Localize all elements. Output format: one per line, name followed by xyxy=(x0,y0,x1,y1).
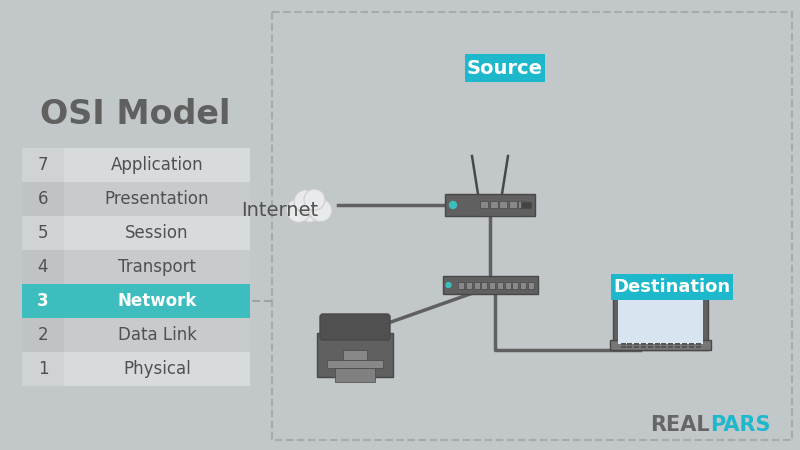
Bar xyxy=(648,346,653,348)
Bar xyxy=(675,343,680,345)
Bar xyxy=(480,201,488,208)
Bar xyxy=(64,318,250,352)
Bar xyxy=(490,201,498,208)
Bar xyxy=(22,250,64,284)
Text: 5: 5 xyxy=(38,224,48,242)
Circle shape xyxy=(450,202,457,208)
Text: Transport: Transport xyxy=(118,258,196,276)
Bar xyxy=(327,360,383,368)
Bar xyxy=(64,352,250,386)
Bar xyxy=(458,282,464,288)
Bar xyxy=(22,318,64,352)
Bar xyxy=(520,282,526,288)
Text: 3: 3 xyxy=(37,292,49,310)
Bar xyxy=(662,343,666,345)
Text: REAL: REAL xyxy=(650,415,710,435)
Bar xyxy=(648,343,653,345)
Bar xyxy=(22,148,64,182)
Circle shape xyxy=(446,283,451,288)
Text: Network: Network xyxy=(118,292,197,310)
Bar xyxy=(682,343,687,345)
Bar xyxy=(641,343,646,345)
Bar xyxy=(272,12,792,440)
Bar xyxy=(445,194,535,216)
Bar xyxy=(497,282,503,288)
Bar xyxy=(654,343,659,345)
Bar xyxy=(627,346,632,348)
Bar xyxy=(668,343,674,345)
Bar xyxy=(482,282,487,288)
Bar xyxy=(513,282,518,288)
Text: Application: Application xyxy=(110,156,203,174)
Bar xyxy=(499,201,507,208)
Bar xyxy=(528,282,534,288)
Bar xyxy=(689,346,694,348)
Bar xyxy=(621,343,626,345)
Bar xyxy=(22,352,64,386)
Bar xyxy=(442,276,538,294)
Bar xyxy=(343,350,367,360)
Text: PARS: PARS xyxy=(710,415,770,435)
Text: Internet: Internet xyxy=(241,201,318,220)
Bar xyxy=(689,343,694,345)
Bar xyxy=(64,284,250,318)
Text: 2: 2 xyxy=(38,326,48,344)
Bar xyxy=(518,201,526,208)
Bar xyxy=(489,282,495,288)
Bar xyxy=(695,343,701,345)
Bar xyxy=(465,54,546,82)
Bar xyxy=(64,182,250,216)
Text: 7: 7 xyxy=(38,156,48,174)
Bar xyxy=(610,274,734,301)
Bar xyxy=(641,346,646,348)
Bar xyxy=(64,250,250,284)
Bar xyxy=(668,346,674,348)
Text: OSI Model: OSI Model xyxy=(40,99,230,131)
Text: 4: 4 xyxy=(38,258,48,276)
Bar xyxy=(521,202,531,208)
Text: 1: 1 xyxy=(38,360,48,378)
Bar xyxy=(618,292,702,344)
Bar xyxy=(695,346,701,348)
Bar xyxy=(621,346,626,348)
Bar xyxy=(505,282,510,288)
Text: Data Link: Data Link xyxy=(118,326,197,344)
Text: Destination: Destination xyxy=(614,278,730,296)
Bar xyxy=(466,282,472,288)
Bar xyxy=(613,288,707,350)
Bar xyxy=(682,346,687,348)
Bar xyxy=(634,346,639,348)
Bar xyxy=(22,182,64,216)
Bar xyxy=(654,346,659,348)
Bar xyxy=(335,368,375,382)
Bar xyxy=(634,343,639,345)
Bar xyxy=(675,346,680,348)
Text: Source: Source xyxy=(467,58,543,77)
Text: Session: Session xyxy=(126,224,189,242)
Bar xyxy=(509,201,517,208)
Text: Physical: Physical xyxy=(123,360,191,378)
Bar xyxy=(22,216,64,250)
Bar xyxy=(662,346,666,348)
Bar xyxy=(610,340,710,350)
Text: 6: 6 xyxy=(38,190,48,208)
Bar xyxy=(627,343,632,345)
Text: Presentation: Presentation xyxy=(105,190,210,208)
FancyBboxPatch shape xyxy=(320,314,390,340)
Bar xyxy=(64,148,250,182)
Bar xyxy=(64,216,250,250)
Bar xyxy=(474,282,479,288)
Bar xyxy=(317,333,393,377)
Bar xyxy=(22,284,64,318)
